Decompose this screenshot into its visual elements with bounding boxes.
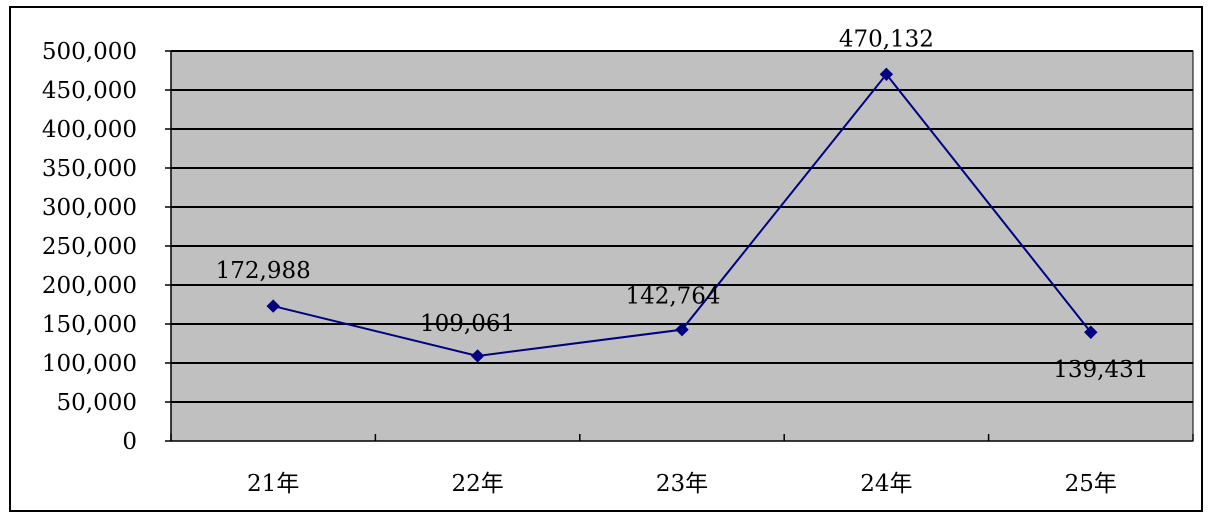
y-tick-label: 200,000 [42, 273, 137, 299]
y-tick-label: 400,000 [42, 117, 137, 143]
y-tick-label: 50,000 [57, 390, 137, 416]
y-axis-tick-labels: 0 50,000 100,000 150,000 200,000 250,000 300,0… [42, 39, 137, 455]
data-label: 139,431 [1053, 357, 1148, 383]
data-label: 172,988 [216, 258, 311, 284]
data-label: 470,132 [839, 26, 934, 52]
y-tick-label: 150,000 [42, 312, 137, 338]
y-tick-label: 250,000 [42, 234, 137, 260]
x-tick-label: 21年 [247, 471, 299, 497]
data-label: 142,764 [625, 284, 720, 310]
x-tick-label: 23年 [656, 471, 708, 497]
x-axis-tick-labels: 21年 22年 23年 24年 25年 [247, 471, 1117, 497]
x-tick-label: 25年 [1065, 471, 1117, 497]
y-tick-label: 450,000 [42, 78, 137, 104]
x-tick-label: 22年 [451, 471, 503, 497]
y-tick-label: 0 [122, 429, 137, 455]
x-tick-label: 24年 [860, 471, 912, 497]
y-tick-label: 500,000 [42, 39, 137, 65]
y-tick-label: 350,000 [42, 156, 137, 182]
y-tick-label: 100,000 [42, 351, 137, 377]
y-tick-label: 300,000 [42, 195, 137, 221]
data-label: 109,061 [420, 311, 515, 337]
